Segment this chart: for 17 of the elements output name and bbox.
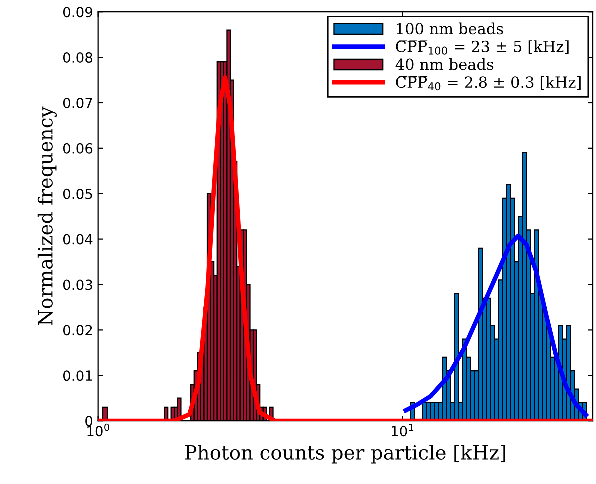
y-tick-label: 0.06	[63, 143, 93, 154]
legend-label: 100 nm beads	[397, 22, 504, 35]
y-tick-label: 0.07	[63, 98, 92, 108]
y-tick-label: 0.05	[63, 188, 92, 200]
y-axis-title: Normalized frequency	[38, 106, 57, 326]
y-tick-label: 0.04	[63, 234, 93, 245]
y-tick-label: 0.08	[63, 52, 93, 64]
legend-label: C̅P̅P̅$_{40}$ = 2.8 ± 0.3 [kHz]	[396, 76, 581, 91]
y-tick-label: 0.03	[63, 280, 92, 290]
x-axis-title: Photon counts per particle [kHz]	[185, 444, 506, 464]
y-tick-label: 0.01	[63, 370, 92, 382]
x-tick-label: 10$^{1}$	[392, 424, 414, 437]
y-tick-label: 0.09	[63, 7, 93, 18]
y-tick-label: 0	[86, 416, 93, 427]
legend-label: 40 nm beads	[396, 58, 494, 70]
legend-label: C̅P̅P̅$_{100}$ = 23 ± 5 [kHz]	[396, 40, 569, 55]
y-tick-label: 0.02	[63, 325, 92, 336]
